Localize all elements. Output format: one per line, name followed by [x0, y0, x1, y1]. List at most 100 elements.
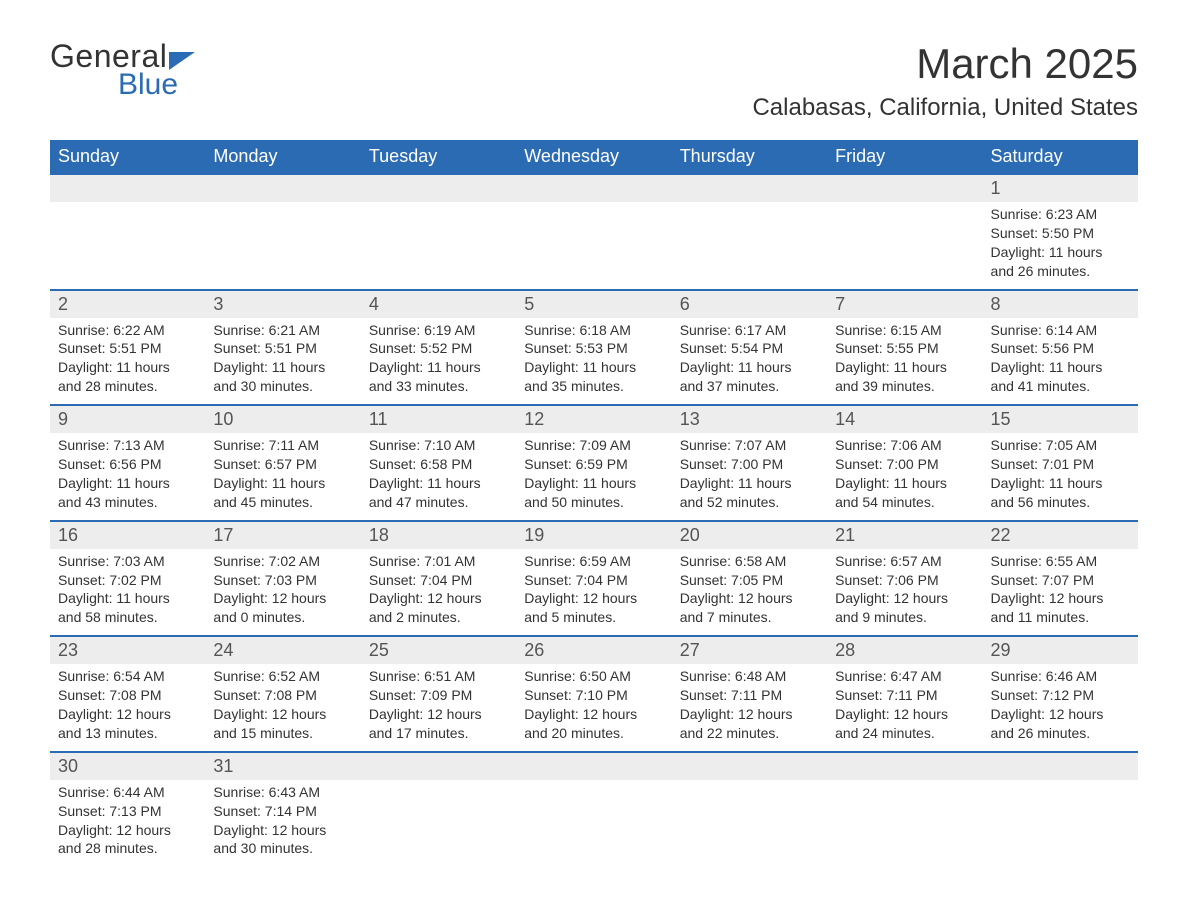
sunrise-text: Sunrise: 6:23 AM [991, 205, 1130, 224]
day-details-cell: Sunrise: 6:58 AMSunset: 7:05 PMDaylight:… [672, 549, 827, 637]
daylight-text: Daylight: 11 hours [58, 358, 197, 377]
sunset-text: Sunset: 7:04 PM [524, 571, 663, 590]
day-details-cell: Sunrise: 7:09 AMSunset: 6:59 PMDaylight:… [516, 433, 671, 521]
sunrise-text: Sunrise: 6:59 AM [524, 552, 663, 571]
day-details-cell [827, 780, 982, 867]
day-details-cell: Sunrise: 6:52 AMSunset: 7:08 PMDaylight:… [205, 664, 360, 752]
daylight-text: and 17 minutes. [369, 724, 508, 743]
day-details-cell [516, 202, 671, 290]
day-details-cell: Sunrise: 6:51 AMSunset: 7:09 PMDaylight:… [361, 664, 516, 752]
daylight-text: Daylight: 11 hours [991, 243, 1130, 262]
day-details-cell: Sunrise: 7:03 AMSunset: 7:02 PMDaylight:… [50, 549, 205, 637]
day-number-cell: 29 [983, 636, 1138, 664]
daylight-text: and 33 minutes. [369, 377, 508, 396]
sunrise-text: Sunrise: 7:13 AM [58, 436, 197, 455]
day-details-cell: Sunrise: 6:48 AMSunset: 7:11 PMDaylight:… [672, 664, 827, 752]
day-number-cell: 13 [672, 405, 827, 433]
sunrise-text: Sunrise: 6:43 AM [213, 783, 352, 802]
week-details-row: Sunrise: 7:03 AMSunset: 7:02 PMDaylight:… [50, 549, 1138, 637]
daylight-text: Daylight: 11 hours [213, 358, 352, 377]
sunset-text: Sunset: 5:54 PM [680, 339, 819, 358]
daylight-text: and 30 minutes. [213, 839, 352, 858]
sunset-text: Sunset: 7:08 PM [58, 686, 197, 705]
daylight-text: and 43 minutes. [58, 493, 197, 512]
day-number-cell: 28 [827, 636, 982, 664]
sunrise-text: Sunrise: 6:50 AM [524, 667, 663, 686]
daylight-text: and 28 minutes. [58, 377, 197, 396]
sunrise-text: Sunrise: 7:05 AM [991, 436, 1130, 455]
day-number-cell: 21 [827, 521, 982, 549]
month-title: March 2025 [752, 40, 1138, 88]
day-details-cell: Sunrise: 6:44 AMSunset: 7:13 PMDaylight:… [50, 780, 205, 867]
daylight-text: Daylight: 11 hours [991, 474, 1130, 493]
day-number-cell [827, 174, 982, 202]
sunset-text: Sunset: 7:07 PM [991, 571, 1130, 590]
sunset-text: Sunset: 6:56 PM [58, 455, 197, 474]
daylight-text: and 26 minutes. [991, 262, 1130, 281]
day-number-cell: 3 [205, 290, 360, 318]
day-number-cell: 15 [983, 405, 1138, 433]
daylight-text: Daylight: 12 hours [680, 705, 819, 724]
day-details-cell [827, 202, 982, 290]
daylight-text: Daylight: 11 hours [680, 474, 819, 493]
day-number-cell: 20 [672, 521, 827, 549]
daylight-text: Daylight: 12 hours [835, 705, 974, 724]
day-details-cell [672, 780, 827, 867]
week-daynum-row: 2345678 [50, 290, 1138, 318]
daylight-text: and 35 minutes. [524, 377, 663, 396]
day-details-cell: Sunrise: 6:14 AMSunset: 5:56 PMDaylight:… [983, 318, 1138, 406]
day-number-cell: 18 [361, 521, 516, 549]
daylight-text: Daylight: 12 hours [213, 589, 352, 608]
daylight-text: and 7 minutes. [680, 608, 819, 627]
sunrise-text: Sunrise: 6:15 AM [835, 321, 974, 340]
daylight-text: Daylight: 12 hours [524, 589, 663, 608]
daylight-text: and 41 minutes. [991, 377, 1130, 396]
sunset-text: Sunset: 7:11 PM [835, 686, 974, 705]
sunset-text: Sunset: 7:06 PM [835, 571, 974, 590]
daylight-text: and 56 minutes. [991, 493, 1130, 512]
daylight-text: Daylight: 12 hours [991, 589, 1130, 608]
sunrise-text: Sunrise: 6:47 AM [835, 667, 974, 686]
day-details-cell: Sunrise: 6:54 AMSunset: 7:08 PMDaylight:… [50, 664, 205, 752]
daylight-text: and 15 minutes. [213, 724, 352, 743]
daylight-text: Daylight: 11 hours [680, 358, 819, 377]
day-details-cell: Sunrise: 6:15 AMSunset: 5:55 PMDaylight:… [827, 318, 982, 406]
daylight-text: and 39 minutes. [835, 377, 974, 396]
day-number-cell: 26 [516, 636, 671, 664]
sunset-text: Sunset: 7:00 PM [680, 455, 819, 474]
daylight-text: Daylight: 11 hours [369, 474, 508, 493]
daylight-text: and 5 minutes. [524, 608, 663, 627]
calendar-body: 1Sunrise: 6:23 AMSunset: 5:50 PMDaylight… [50, 174, 1138, 866]
day-number-cell: 25 [361, 636, 516, 664]
day-number-cell: 5 [516, 290, 671, 318]
sunset-text: Sunset: 5:53 PM [524, 339, 663, 358]
daylight-text: and 28 minutes. [58, 839, 197, 858]
daylight-text: and 13 minutes. [58, 724, 197, 743]
week-details-row: Sunrise: 6:44 AMSunset: 7:13 PMDaylight:… [50, 780, 1138, 867]
daylight-text: and 37 minutes. [680, 377, 819, 396]
sunrise-text: Sunrise: 6:52 AM [213, 667, 352, 686]
sunrise-text: Sunrise: 6:17 AM [680, 321, 819, 340]
week-daynum-row: 3031 [50, 752, 1138, 780]
day-details-cell: Sunrise: 6:55 AMSunset: 7:07 PMDaylight:… [983, 549, 1138, 637]
day-header: Friday [827, 140, 982, 174]
day-number-cell: 27 [672, 636, 827, 664]
sunset-text: Sunset: 5:51 PM [58, 339, 197, 358]
daylight-text: and 9 minutes. [835, 608, 974, 627]
day-number-cell [50, 174, 205, 202]
page-header: General Blue March 2025 Calabasas, Calif… [50, 40, 1138, 122]
daylight-text: Daylight: 12 hours [369, 705, 508, 724]
day-number-cell: 17 [205, 521, 360, 549]
daylight-text: and 24 minutes. [835, 724, 974, 743]
sunset-text: Sunset: 7:05 PM [680, 571, 819, 590]
day-details-cell: Sunrise: 6:57 AMSunset: 7:06 PMDaylight:… [827, 549, 982, 637]
daylight-text: Daylight: 11 hours [58, 589, 197, 608]
day-number-cell: 9 [50, 405, 205, 433]
sunrise-text: Sunrise: 6:14 AM [991, 321, 1130, 340]
sunrise-text: Sunrise: 6:22 AM [58, 321, 197, 340]
week-daynum-row: 9101112131415 [50, 405, 1138, 433]
day-number-cell: 8 [983, 290, 1138, 318]
daylight-text: and 26 minutes. [991, 724, 1130, 743]
day-number-cell: 19 [516, 521, 671, 549]
sunrise-text: Sunrise: 7:09 AM [524, 436, 663, 455]
